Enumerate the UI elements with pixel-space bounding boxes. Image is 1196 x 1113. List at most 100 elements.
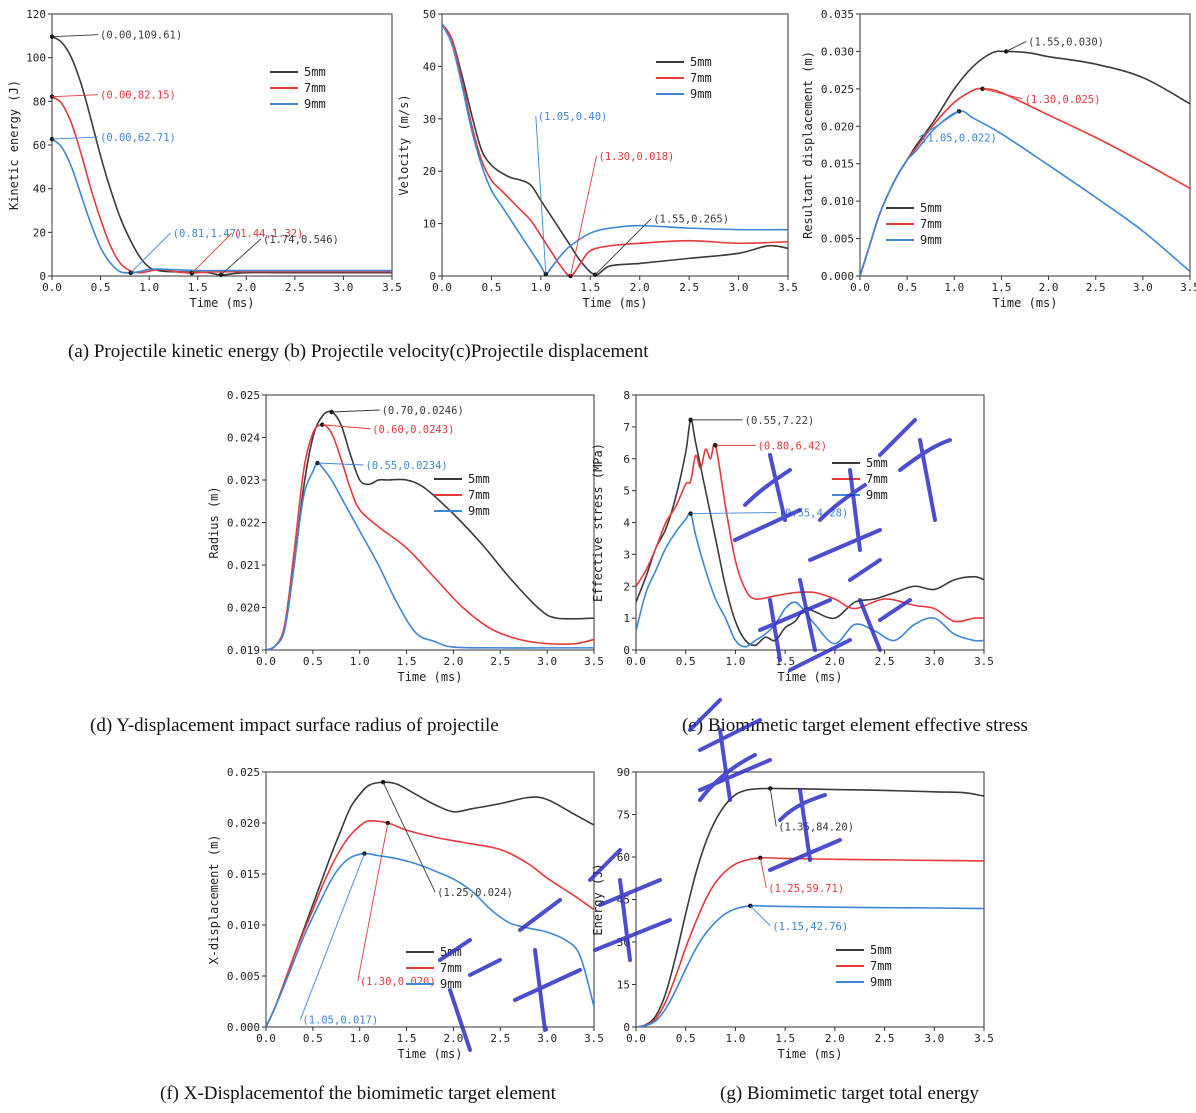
y-tick-label: 0.022 xyxy=(227,517,260,530)
chart-velocity: 0.0 0.5 1.0 1.5 2.0 2.5 3.0 3.5 0 10 20 30 40 50 Time … xyxy=(397,8,798,310)
annotation-label: (1.25,0.024) xyxy=(437,887,513,899)
annotation-label: (0.00,82.15) xyxy=(100,90,176,102)
y-tick-label: 0.020 xyxy=(227,817,260,830)
x-tick-label: 2.0 xyxy=(630,281,650,294)
series-line-7mm xyxy=(860,87,1190,276)
legend-label: 9mm xyxy=(304,97,326,111)
x-tick-label: 3.0 xyxy=(924,1032,944,1045)
annotation-leader xyxy=(299,853,365,1020)
x-tick-label: 0.0 xyxy=(42,281,62,294)
annotation-point xyxy=(362,851,367,856)
annotation-label: (0.80,6.42) xyxy=(758,440,828,452)
legend-label: 9mm xyxy=(866,488,888,502)
y-tick-label: 45 xyxy=(617,894,630,907)
x-tick-label: 3.5 xyxy=(974,655,994,668)
x-tick-label: 3.5 xyxy=(974,1032,994,1045)
y-axis-label: X-displacement (m) xyxy=(207,834,221,964)
x-tick-label: 1.5 xyxy=(397,1032,417,1045)
annotation-label: (1.15,42.76) xyxy=(772,921,848,933)
annotation-point xyxy=(980,86,985,92)
x-tick-label: 0.0 xyxy=(432,281,452,294)
x-tick-label: 1.0 xyxy=(725,1032,745,1045)
y-tick-label: 0 xyxy=(429,270,436,283)
x-tick-label: 2.0 xyxy=(236,281,256,294)
legend-label: 7mm xyxy=(866,472,888,486)
x-tick-label: 2.5 xyxy=(875,655,895,668)
x-tick-label: 2.5 xyxy=(1086,281,1106,294)
annotation-label: (1.05,0.017) xyxy=(302,1015,378,1027)
x-tick-label: 3.5 xyxy=(1180,281,1196,294)
annotation-point xyxy=(713,443,718,448)
y-tick-label: 0.030 xyxy=(821,45,854,58)
annotation-leader xyxy=(51,94,99,98)
y-tick-label: 2 xyxy=(623,580,630,593)
y-tick-label: 90 xyxy=(617,766,630,779)
x-tick-label: 2.5 xyxy=(679,281,699,294)
y-tick-label: 0.019 xyxy=(227,644,260,657)
y-tick-label: 0.000 xyxy=(821,270,854,283)
caption-d: (d) Y-displacement impact surface radius… xyxy=(90,715,499,736)
y-tick-label: 0.000 xyxy=(227,1021,260,1034)
series-line-9mm xyxy=(266,462,594,650)
x-tick-label: 3.0 xyxy=(537,655,557,668)
y-tick-label: 0.005 xyxy=(227,970,260,983)
series-line-9mm xyxy=(266,852,594,1027)
chart-resultant-displacement: 0.0 0.5 1.0 1.5 2.0 2.5 3.0 3.5 0.000 0.005 0.010 0… xyxy=(801,8,1196,310)
y-tick-label: 0.025 xyxy=(821,83,854,96)
y-tick-label: 8 xyxy=(623,389,630,402)
x-tick-label: 1.0 xyxy=(725,655,745,668)
series-line-7mm xyxy=(266,423,594,650)
x-tick-label: 0.5 xyxy=(676,655,696,668)
legend-label: 9mm xyxy=(468,504,490,518)
y-tick-label: 75 xyxy=(617,809,630,822)
x-tick-label: 0.5 xyxy=(481,281,501,294)
x-tick-label: 1.5 xyxy=(397,655,417,668)
y-tick-label: 0.010 xyxy=(821,195,854,208)
x-axis-label: Time (ms) xyxy=(397,1047,462,1061)
y-tick-label: 0 xyxy=(39,270,46,283)
annotation-leader xyxy=(191,232,233,274)
annotation-label: (0.60,0.0243) xyxy=(372,424,454,436)
y-axis-label: Radius (m) xyxy=(207,486,221,558)
annotation-label: (1.30,0.018) xyxy=(599,151,675,163)
caption-abc: (a) Projectile kinetic energy (b) Projec… xyxy=(68,341,649,362)
series-line-5mm xyxy=(266,410,594,650)
y-tick-label: 20 xyxy=(423,165,436,178)
annotation-leader xyxy=(322,424,371,430)
annotation-label: (0.55,4.28) xyxy=(779,508,849,520)
x-axis-label: Time (ms) xyxy=(582,296,647,310)
y-axis-label: Kinetic energy (J) xyxy=(7,80,21,210)
y-axis-label: Effective stress (MPa) xyxy=(591,443,605,602)
annotation-leader xyxy=(130,232,172,274)
y-tick-label: 3 xyxy=(623,548,630,561)
legend-label: 7mm xyxy=(690,71,712,85)
annotation-leader xyxy=(535,115,547,275)
y-tick-label: 0 xyxy=(623,644,630,657)
x-tick-label: 2.5 xyxy=(490,655,510,668)
legend-label: 7mm xyxy=(440,961,462,975)
x-tick-label: 1.5 xyxy=(991,281,1011,294)
y-tick-label: 0.023 xyxy=(227,474,260,487)
annotation-leader xyxy=(357,822,389,982)
y-tick-label: 60 xyxy=(33,139,46,152)
y-axis-label: Velocity (m/s) xyxy=(397,94,411,195)
annotation-leader xyxy=(982,88,1023,100)
legend-label: 5mm xyxy=(920,201,942,215)
legend-label: 9mm xyxy=(690,87,712,101)
x-tick-label: 3.5 xyxy=(584,655,604,668)
annotation-leader xyxy=(759,857,767,888)
legend-label: 5mm xyxy=(304,65,326,79)
x-tick-label: 3.5 xyxy=(584,1032,604,1045)
y-tick-label: 0.021 xyxy=(227,559,260,572)
series-line-9mm xyxy=(442,23,788,275)
x-tick-label: 3.0 xyxy=(537,1032,557,1045)
annotation-leader xyxy=(918,110,960,138)
x-tick-label: 0.5 xyxy=(897,281,917,294)
y-axis-label: Resultant displacement (m) xyxy=(801,51,815,239)
y-tick-label: 4 xyxy=(623,517,630,530)
chart-effective-stress: 0.0 0.5 1.0 1.5 2.0 2.5 3.0 3.5 0 1 2 3 4 5 6 7 8 Time (m… xyxy=(591,389,994,684)
legend-label: 9mm xyxy=(870,975,892,989)
annotation-label: (1.35,84.20) xyxy=(778,821,854,833)
y-axis-label: Energy (J) xyxy=(591,863,605,935)
annotation-label: (1.44,1.32) xyxy=(234,228,304,240)
